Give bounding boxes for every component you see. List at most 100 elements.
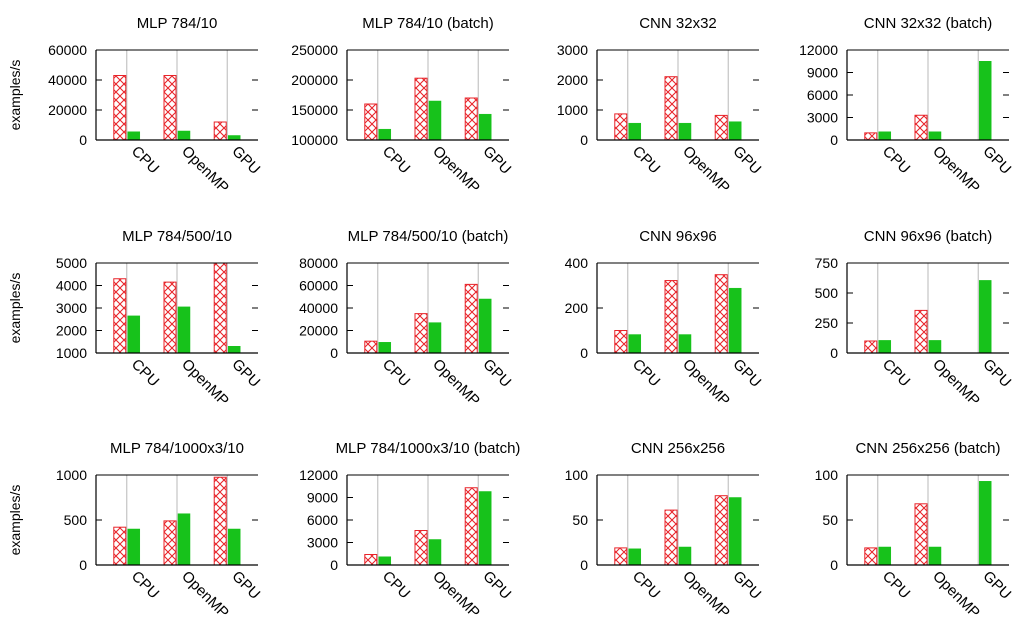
bar-solid bbox=[227, 528, 241, 566]
y-tick-label: 5000 bbox=[56, 255, 87, 271]
chart-title: MLP 784/1000x3/10 bbox=[110, 440, 244, 457]
bar-hatched bbox=[614, 330, 628, 354]
y-tick-label: 0 bbox=[79, 557, 87, 573]
y-tick-label: 1000 bbox=[557, 102, 588, 118]
chart-panel: MLP 784/500/10 (batch) 0 20000 40000 60000 80… bbox=[299, 228, 514, 410]
bar-hatched bbox=[714, 114, 728, 141]
bar-hatched bbox=[464, 97, 478, 141]
bar-solid bbox=[127, 131, 141, 141]
bar-hatched bbox=[714, 495, 728, 566]
x-category-label: GPU bbox=[729, 356, 764, 391]
y-tick-label: 500 bbox=[815, 285, 839, 301]
y-tick-label: 60000 bbox=[48, 42, 87, 58]
bar-hatched bbox=[163, 520, 177, 566]
bar-solid bbox=[227, 135, 241, 141]
y-tick-label: 6000 bbox=[807, 87, 838, 103]
y-tick-label: 100 bbox=[565, 467, 589, 483]
y-tick-label: 9000 bbox=[807, 65, 838, 81]
bar-solid bbox=[127, 315, 141, 354]
chart-title: MLP 784/500/10 bbox=[122, 228, 232, 245]
bar-hatched bbox=[614, 547, 628, 566]
y-axis-label: examples/s bbox=[7, 485, 23, 556]
bar-hatched bbox=[664, 509, 678, 566]
bar-solid bbox=[678, 546, 692, 566]
bar-solid bbox=[928, 340, 942, 354]
bar-hatched bbox=[364, 103, 378, 141]
y-axis-label: examples/s bbox=[7, 273, 23, 344]
chart-panel: CNN 32x32 (batch) 0 3000 6000 9000 12000 CPU Op… bbox=[799, 15, 1014, 197]
y-tick-label: 60000 bbox=[299, 278, 338, 294]
bar-solid bbox=[628, 122, 642, 141]
x-category-label: CPU bbox=[879, 568, 913, 602]
y-tick-label: 200000 bbox=[291, 72, 338, 88]
y-tick-label: 9000 bbox=[307, 490, 338, 506]
bar-solid bbox=[127, 528, 141, 566]
y-tick-label: 1000 bbox=[56, 467, 87, 483]
y-tick-label: 4000 bbox=[56, 278, 87, 294]
chart-panel: MLP 784/10 (batch) 100000 150000 200000 2500… bbox=[291, 15, 514, 197]
bar-solid bbox=[177, 130, 191, 141]
chart-title: CNN 32x32 (batch) bbox=[864, 15, 992, 32]
y-axis-label: examples/s bbox=[7, 60, 23, 131]
bar-solid bbox=[978, 481, 992, 566]
chart-title: CNN 256x256 (batch) bbox=[855, 440, 1000, 457]
bar-solid bbox=[878, 340, 892, 354]
bar-hatched bbox=[614, 113, 628, 141]
y-tick-label: 1000 bbox=[56, 345, 87, 361]
bar-solid bbox=[878, 546, 892, 566]
bar-solid bbox=[678, 122, 692, 141]
x-category-label: OpenMP bbox=[679, 143, 733, 197]
x-category-label: GPU bbox=[729, 568, 764, 603]
y-tick-label: 150000 bbox=[291, 102, 338, 118]
y-tick-label: 750 bbox=[815, 255, 839, 271]
y-tick-label: 3000 bbox=[307, 535, 338, 551]
chart-panel: MLP 784/500/10 examples/s 1000 2000 3000 4000… bbox=[7, 228, 263, 410]
x-category-label: OpenMP bbox=[929, 356, 983, 410]
y-tick-label: 80000 bbox=[299, 255, 338, 271]
bar-hatched bbox=[414, 77, 428, 141]
y-tick-label: 3000 bbox=[557, 42, 588, 58]
bar-hatched bbox=[464, 487, 478, 566]
chart-title: CNN 32x32 bbox=[639, 15, 717, 32]
y-tick-label: 200 bbox=[565, 300, 589, 316]
x-category-label: CPU bbox=[128, 568, 162, 602]
y-tick-label: 100 bbox=[815, 467, 839, 483]
bar-solid bbox=[478, 491, 492, 566]
bar-solid bbox=[478, 113, 492, 141]
x-category-label: OpenMP bbox=[178, 143, 232, 197]
bar-hatched bbox=[664, 76, 678, 141]
x-category-label: CPU bbox=[629, 143, 663, 177]
y-tick-label: 40000 bbox=[48, 72, 87, 88]
bar-hatched bbox=[464, 283, 478, 354]
x-category-label: CPU bbox=[629, 568, 663, 602]
bar-hatched bbox=[163, 281, 177, 354]
x-category-label: GPU bbox=[979, 143, 1014, 178]
bar-solid bbox=[177, 306, 191, 354]
bar-solid bbox=[378, 342, 392, 354]
bar-solid bbox=[628, 548, 642, 566]
chart-title: CNN 96x96 bbox=[639, 228, 717, 245]
x-category-label: GPU bbox=[479, 356, 514, 391]
y-tick-label: 0 bbox=[830, 132, 838, 148]
y-tick-label: 12000 bbox=[799, 42, 838, 58]
x-category-label: CPU bbox=[379, 356, 413, 390]
y-tick-label: 50 bbox=[572, 512, 588, 528]
y-tick-label: 40000 bbox=[299, 300, 338, 316]
x-category-label: GPU bbox=[479, 568, 514, 603]
x-category-label: OpenMP bbox=[679, 356, 733, 410]
x-category-label: GPU bbox=[729, 143, 764, 178]
x-category-label: CPU bbox=[879, 356, 913, 390]
bar-hatched bbox=[364, 554, 378, 566]
chart-title: CNN 96x96 (batch) bbox=[864, 228, 992, 245]
bar-hatched bbox=[113, 278, 127, 354]
y-tick-label: 20000 bbox=[48, 102, 87, 118]
y-tick-label: 3000 bbox=[807, 110, 838, 126]
bar-hatched bbox=[414, 530, 428, 566]
chart-title: MLP 784/10 (batch) bbox=[362, 15, 493, 32]
y-tick-label: 0 bbox=[330, 345, 338, 361]
chart-title: MLP 784/10 bbox=[137, 15, 218, 32]
